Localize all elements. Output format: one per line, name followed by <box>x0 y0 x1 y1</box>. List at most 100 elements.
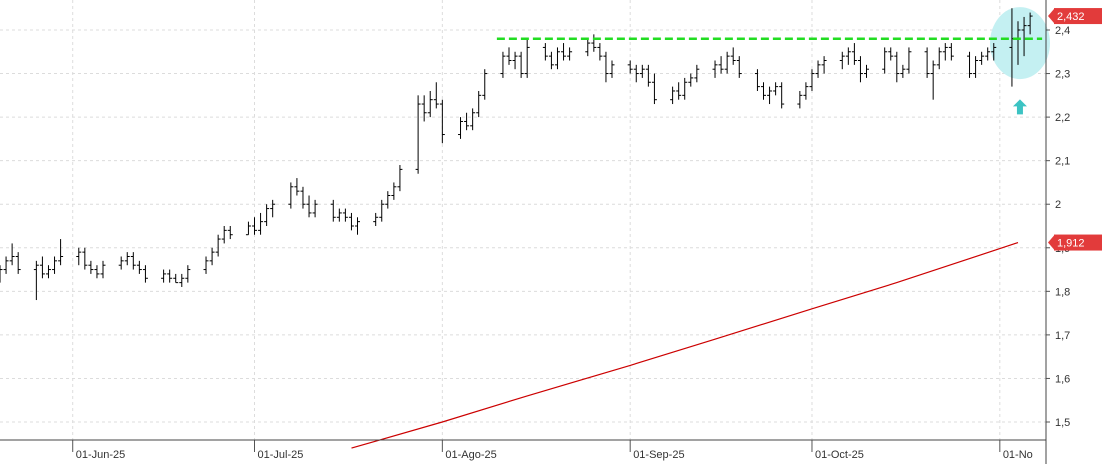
ohlc-bar <box>173 273 179 284</box>
ohlc-bar <box>767 86 773 105</box>
ohlc-bar <box>942 43 948 61</box>
ohlc-bar <box>82 247 88 270</box>
ohlc-bar <box>809 69 815 91</box>
ohlc-bar <box>227 226 233 240</box>
ohlc-bar <box>100 260 106 279</box>
ohlc-bar <box>736 56 742 78</box>
ohlc-bar <box>851 43 857 65</box>
ohlc-bar <box>130 252 136 270</box>
ohlc-bar <box>1027 12 1033 35</box>
ohlc-bar <box>724 51 730 74</box>
ohlc-bar <box>476 90 482 118</box>
ohlc-bar <box>458 117 464 139</box>
ohlc-bar <box>797 90 803 109</box>
ohlc-bar <box>294 178 300 196</box>
last-price-pointer <box>1048 9 1054 24</box>
ohlc-bars <box>0 8 1033 301</box>
ohlc-bar <box>464 112 470 131</box>
y-tick-label: 1,6 <box>1055 373 1070 385</box>
ohlc-bar <box>585 38 591 57</box>
ohlc-bar <box>973 56 979 78</box>
ohlc-bar <box>676 82 682 100</box>
ohlc-bar <box>221 226 227 244</box>
ohlc-bar <box>0 265 3 283</box>
ohlc-bar <box>979 51 985 65</box>
ohlc-bar <box>118 256 124 270</box>
ohlc-bar <box>718 56 724 74</box>
annotations <box>496 37 1043 115</box>
ohlc-bar <box>882 47 888 74</box>
ohlc-bar <box>88 260 94 274</box>
ohlc-bar <box>45 265 51 279</box>
y-tick-label: 1,5 <box>1055 417 1070 429</box>
ohlc-bar <box>203 256 209 274</box>
ohlc-bar <box>288 182 294 209</box>
ohlc-bar <box>258 212 264 235</box>
ohlc-bar <box>252 217 257 235</box>
x-tick-label: 01-No <box>1003 449 1033 461</box>
ohlc-bar <box>270 199 276 218</box>
ohlc-bar <box>651 73 657 105</box>
ohlc-bar <box>179 273 185 287</box>
ohlc-bar <box>803 82 809 100</box>
ohlc-bar <box>33 260 39 301</box>
ohlc-bar <box>161 269 167 283</box>
last-price-label: 2,432 <box>1057 11 1085 23</box>
ohlc-bar <box>94 265 100 279</box>
ohlc-bar <box>864 64 870 78</box>
ohlc-bar <box>779 82 785 109</box>
ohlc-bar <box>639 64 645 78</box>
moving-average-value-pointer <box>1048 235 1054 250</box>
ohlc-bar <box>500 51 506 78</box>
ohlc-bar <box>330 199 336 222</box>
ohlc-bar <box>379 199 385 222</box>
ohlc-bar <box>991 43 997 61</box>
moving-average-layer <box>351 242 1019 449</box>
ohlc-bar <box>421 95 427 122</box>
ohlc-bar <box>888 47 894 61</box>
ohlc-bar <box>3 256 9 274</box>
ohlc-bar <box>39 256 45 279</box>
ohlc-bar <box>58 239 64 266</box>
ohlc-bar <box>603 51 609 83</box>
ohlc-bar <box>336 208 342 222</box>
ohlc-bar <box>215 234 221 257</box>
ohlc-bar <box>433 82 439 109</box>
ohlc-bar <box>439 99 445 144</box>
ohlc-bar <box>185 265 191 283</box>
ohlc-bar <box>542 43 548 61</box>
ohlc-bar <box>1021 16 1027 57</box>
up-arrow-icon <box>1012 99 1027 115</box>
ohlc-bar <box>670 86 676 105</box>
ohlc-bar <box>264 204 270 226</box>
ohlc-bar <box>967 51 973 78</box>
ohlc-bar <box>761 82 766 100</box>
ohlc-bar <box>688 73 694 87</box>
y-tick-label: 2,4 <box>1055 25 1070 37</box>
ohlc-bar <box>427 90 433 118</box>
ohlc-bar <box>506 47 512 65</box>
ohlc-bar <box>839 51 845 70</box>
ohlc-bar <box>300 186 306 209</box>
ohlc-bar <box>512 51 518 70</box>
ohlc-bar <box>167 269 173 283</box>
moving-average-value-label: 1,912 <box>1057 238 1085 250</box>
ohlc-bar <box>694 64 700 83</box>
ohlc-bar <box>645 64 651 87</box>
ohlc-bar <box>609 60 615 78</box>
ohlc-bar <box>15 252 21 274</box>
ohlc-bar <box>548 51 554 70</box>
y-tick-label: 2,3 <box>1055 69 1070 81</box>
ohlc-bar <box>554 47 560 70</box>
ohlc-bar <box>567 47 573 61</box>
x-tick-label: 01-Ago-25 <box>445 449 496 461</box>
y-tick-label: 2,1 <box>1055 156 1070 168</box>
ohlc-bar <box>930 60 936 100</box>
y-tick-label: 2,2 <box>1055 112 1070 124</box>
ohlc-bar <box>754 69 760 91</box>
highlight-ellipse <box>990 7 1050 80</box>
ohlc-bar <box>306 195 312 218</box>
ohlc-bar <box>142 265 148 283</box>
ohlc-bar <box>348 212 354 231</box>
